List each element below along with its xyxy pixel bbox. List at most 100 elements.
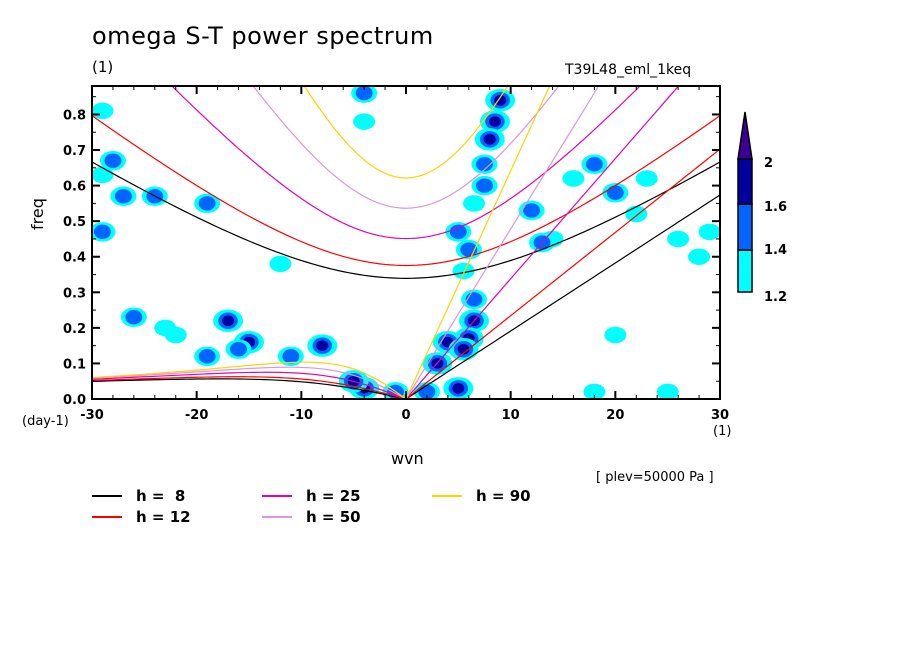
power-blob (92, 222, 116, 242)
legend-swatch (432, 495, 462, 497)
power-blob (443, 377, 474, 399)
y-tick-label: 0.8 (63, 108, 86, 123)
x-tick-label: -10 (290, 408, 314, 423)
power-blob (307, 334, 338, 357)
power-blob (99, 150, 126, 171)
x-tick-label: 0 (401, 408, 410, 423)
power-blob (602, 182, 629, 203)
legend-item: h = 25 (262, 487, 361, 505)
legend-item: h = 8 (92, 487, 185, 505)
dispersion-curves (92, 86, 720, 399)
power-blob (213, 309, 244, 332)
rossby-curve (92, 361, 407, 399)
gravity-wave-curve (92, 161, 720, 279)
rossby-curve (92, 376, 407, 399)
colorbar-extend-arrow (737, 111, 753, 160)
power-blob (625, 205, 648, 223)
power-blob (562, 170, 585, 187)
contour-level-1 (635, 170, 658, 187)
x-tick-label: -20 (185, 408, 209, 423)
y-tick-label: 0.0 (63, 393, 86, 408)
colorbar-segment (737, 203, 753, 251)
y-tick-label: 0.1 (63, 357, 86, 372)
legend-label: h = 50 (306, 508, 361, 526)
colorbar-label: 1.4 (764, 243, 787, 258)
experiment-label: T39L48_eml_1keq (565, 62, 692, 78)
rossby-curve (92, 378, 407, 399)
colorbar-label: 2 (764, 156, 773, 171)
power-blob (277, 346, 304, 367)
contour-level-2 (476, 178, 493, 193)
power-blob (452, 262, 475, 280)
x-axis-unit: (1) (713, 424, 732, 439)
contour-level-1 (562, 170, 585, 187)
pressure-level-annotation: [ plev=50000 Pa ] (596, 470, 714, 485)
legend-swatch (262, 495, 292, 497)
contour-level-1 (269, 255, 292, 273)
contour-level-2 (282, 349, 300, 364)
kelvin-curve (405, 86, 600, 399)
contour-level-2 (94, 224, 111, 239)
kelvin-curve (405, 86, 551, 399)
contour-level-1 (667, 230, 690, 248)
gravity-wave-curve (171, 86, 641, 240)
power-blob (581, 154, 608, 174)
power-blob (471, 175, 498, 196)
y-axis-unit: (day-1) (22, 414, 69, 429)
contour-level-2 (476, 157, 493, 172)
contour-level-2 (523, 203, 541, 218)
power-blob (485, 88, 516, 112)
contour-level-1 (604, 326, 627, 344)
y-tick-label: 0.5 (63, 215, 86, 230)
contour-level-2 (198, 196, 216, 211)
contour-level-1 (656, 383, 679, 399)
power-blob (583, 383, 606, 399)
contour-level-2 (585, 157, 603, 172)
power-blob (474, 128, 505, 151)
power-blob (479, 110, 510, 133)
kelvin-curve (405, 148, 720, 399)
power-contours (92, 86, 720, 399)
chart-title: omega S-T power spectrum (92, 22, 434, 50)
legend-swatch (92, 495, 122, 497)
contour-level-2 (230, 342, 247, 357)
contour-level-1 (452, 262, 475, 280)
contour-level-2 (465, 292, 483, 307)
contour-level-1 (625, 205, 648, 223)
rossby-curve (92, 366, 407, 399)
colorbar-label: 1.2 (764, 290, 787, 305)
x-tick-label: -30 (80, 408, 104, 423)
power-blob (461, 289, 488, 310)
colorbar-segment (737, 249, 753, 293)
contour-level-1 (583, 383, 606, 399)
y-tick-label: 0.2 (63, 322, 86, 337)
gravity-wave-curve (252, 86, 560, 209)
contour-level-2 (198, 349, 216, 364)
power-blob (351, 86, 378, 103)
kelvin-curve (405, 194, 720, 399)
rossby-curve (92, 371, 407, 399)
contour-level-1 (353, 113, 376, 130)
power-blob (120, 307, 147, 327)
legend-label: h = 8 (136, 487, 186, 505)
gravity-wave-curve (303, 86, 509, 179)
contour-level-2 (114, 189, 132, 204)
y-tick-label: 0.4 (63, 251, 86, 266)
power-blob (448, 337, 479, 361)
power-blob (110, 186, 137, 207)
plot-frame (91, 85, 721, 400)
y-tick-label: 0.6 (63, 180, 86, 195)
contour-level-1 (154, 319, 177, 337)
y-tick-label: 0.7 (63, 144, 86, 159)
legend-label: h = 12 (136, 508, 191, 526)
colorbar-label: 1.6 (764, 200, 787, 215)
contour-level-1 (688, 248, 711, 265)
contour-level-3 (488, 116, 501, 127)
contour-level-2 (125, 310, 143, 325)
power-blob (445, 222, 472, 242)
y-tick-label: 0.3 (63, 286, 86, 301)
contour-level-1 (463, 195, 486, 212)
power-blob (269, 255, 292, 273)
power-blob (604, 326, 627, 344)
